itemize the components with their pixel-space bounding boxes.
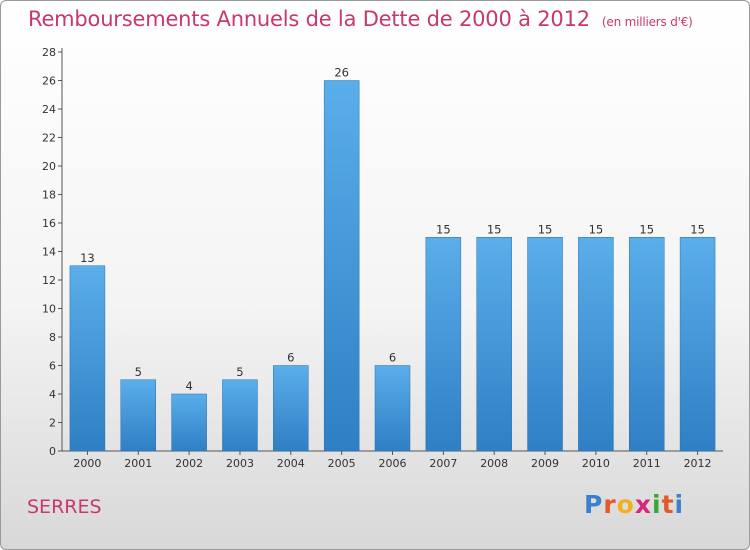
- x-tick-label: 2000: [73, 457, 101, 470]
- y-tick-label: 12: [42, 274, 56, 287]
- y-tick-label: 28: [42, 46, 56, 59]
- bar-value-label: 15: [639, 222, 654, 236]
- bar-value-label: 5: [135, 365, 142, 379]
- bar-value-label: 15: [690, 222, 705, 236]
- bar-value-label: 13: [80, 251, 95, 265]
- logo-letter: t: [661, 490, 675, 519]
- logo-letter: x: [634, 490, 652, 519]
- bar-value-label: 6: [287, 351, 294, 365]
- bar-value-label: 26: [334, 66, 349, 80]
- y-tick-label: 24: [42, 103, 56, 116]
- proxiti-logo: Proxiti: [584, 490, 684, 519]
- x-tick-label: 2001: [124, 457, 152, 470]
- y-tick-label: 14: [42, 246, 56, 259]
- bar: [69, 265, 106, 452]
- bar: [222, 379, 258, 452]
- chart-title: Remboursements Annuels de la Dette de 20…: [28, 7, 693, 31]
- x-tick-label: 2009: [531, 457, 559, 470]
- bar-value-label: 15: [436, 222, 451, 236]
- bar: [273, 365, 309, 452]
- y-tick-label: 0: [49, 445, 56, 458]
- y-tick-label: 2: [49, 417, 56, 430]
- x-tick-label: 2008: [480, 457, 508, 470]
- chart-unit: (en milliers d'€): [601, 15, 693, 29]
- logo-letter: i: [652, 490, 662, 519]
- bar: [578, 237, 614, 452]
- bar: [425, 237, 462, 452]
- y-tick-label: 22: [42, 132, 56, 145]
- bar: [120, 379, 157, 452]
- logo-letter: P: [584, 490, 604, 519]
- bar: [323, 80, 360, 452]
- bar: [679, 237, 716, 452]
- y-tick-label: 20: [42, 160, 56, 173]
- bar-value-label: 4: [185, 379, 192, 393]
- bar: [628, 237, 665, 452]
- y-tick-label: 6: [49, 360, 56, 373]
- bar-value-label: 15: [538, 222, 553, 236]
- y-tick-label: 18: [42, 189, 56, 202]
- bars: [69, 80, 716, 452]
- chart-title-text: Remboursements Annuels de la Dette de 20…: [28, 7, 590, 31]
- bar-value-label: 6: [389, 351, 396, 365]
- bar-value-label: 5: [236, 365, 243, 379]
- logo-letter: r: [603, 490, 617, 519]
- x-tick-label: 2003: [226, 457, 254, 470]
- logo-letter: i: [674, 490, 685, 519]
- x-tick-label: 2005: [328, 457, 356, 470]
- bar: [374, 365, 411, 452]
- y-tick-label: 16: [42, 217, 56, 230]
- x-tick-label: 2007: [429, 457, 457, 470]
- bar-value-label: 15: [487, 222, 502, 236]
- x-tick-label: 2006: [379, 457, 407, 470]
- bar: [476, 237, 512, 452]
- x-tick-label: 2002: [175, 457, 203, 470]
- y-tick-label: 4: [49, 388, 56, 401]
- y-tick-label: 10: [42, 303, 56, 316]
- x-tick-label: 2011: [633, 457, 661, 470]
- place-name: SERRES: [27, 496, 102, 518]
- x-tick-label: 2012: [684, 457, 712, 470]
- bar: [527, 237, 563, 452]
- y-tick-label: 26: [42, 75, 56, 88]
- bar-value-label: 15: [589, 222, 604, 236]
- x-tick-label: 2010: [582, 457, 610, 470]
- bar: [171, 393, 207, 452]
- y-tick-label: 8: [49, 331, 56, 344]
- logo-letter: o: [616, 490, 635, 519]
- labels: 0246810121416182022242628132000520014200…: [42, 46, 712, 470]
- x-tick-label: 2004: [277, 457, 305, 470]
